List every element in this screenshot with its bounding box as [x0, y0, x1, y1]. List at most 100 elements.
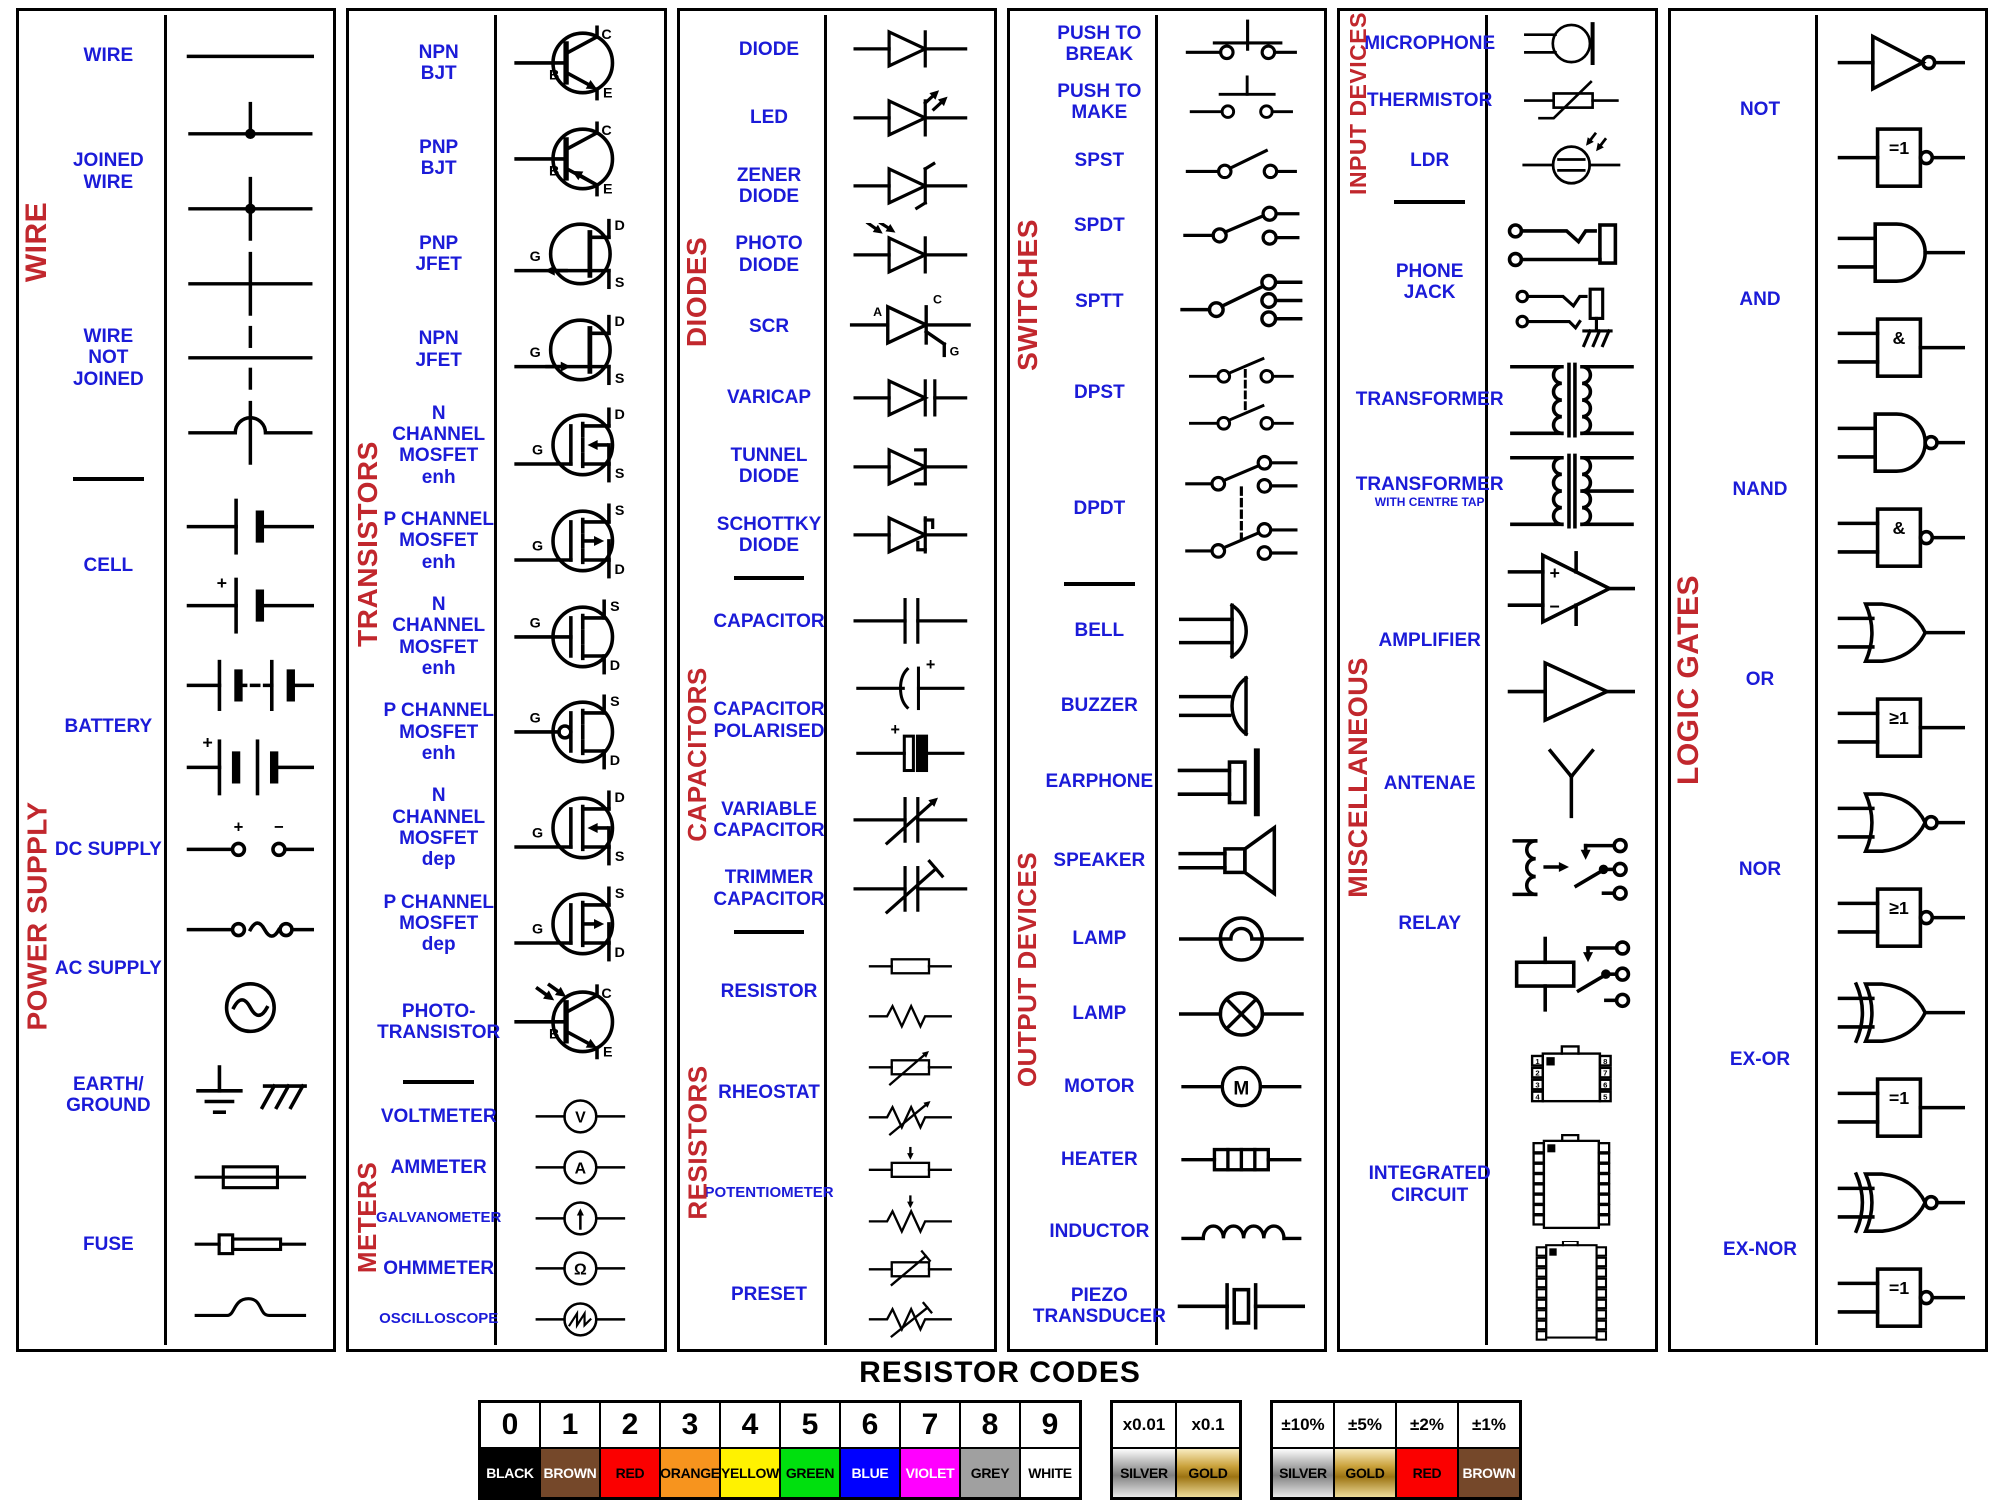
symbol-row-n-channel-mosfet-enh: N CHANNEL MOSFET enh G D S — [349, 397, 664, 494]
symbol-name: VARICAP — [726, 387, 812, 409]
symbol-panel-6: LOGIC GATES NOT =1 AND & NAND & OR ≥1 NOR ≥1 EX-OR =… — [1667, 8, 1988, 1352]
divider-line — [733, 576, 805, 581]
symbol-slots — [1488, 15, 1655, 72]
thermistor-icon — [1524, 80, 1619, 120]
symbol-slot: S D G — [497, 684, 664, 780]
symbol-name-cell: P CHANNEL MOSFET enh — [349, 684, 498, 781]
symbol-name-cell: NPN BJT — [349, 15, 498, 111]
symbol-slot — [1158, 1123, 1325, 1195]
svg-text:C: C — [933, 293, 942, 307]
symbol-slot: G D S — [497, 206, 664, 302]
symbol-slot — [827, 1143, 994, 1194]
symbol-row-led: LED — [680, 83, 994, 152]
symbol-row-bell: BELL — [1010, 593, 1324, 669]
symbol-name-cell: VARIABLE CAPACITOR — [680, 785, 828, 855]
symbol-row-ohmmeter: OHMMETER Ω — [349, 1243, 663, 1295]
oscilloscope-icon — [535, 1302, 626, 1337]
tolerance-table: ±10% ±5% ±2% ±1% SILVER GOLD RED BROWN — [1270, 1400, 1522, 1500]
symbol-row-schottky-diode: SCHOTTKY DIODE — [680, 500, 994, 570]
symbol-row-lamp: LAMP — [1010, 901, 1325, 977]
symbol-row-wire-not-joined: WIRE NOT JOINED — [19, 246, 333, 470]
capacitor-polarised-curved-icon: + — [856, 658, 965, 710]
symbol-slot — [1818, 585, 1985, 680]
symbol-row-earphone: EARPHONE — [1010, 743, 1324, 821]
capacitor-icon — [853, 598, 968, 645]
symbol-name-cell: EARPHONE — [1010, 743, 1158, 821]
digit-cell: 6 — [841, 1403, 899, 1447]
and-gate-icon — [1838, 222, 1966, 283]
exnor-gate-icon — [1838, 1171, 1966, 1234]
symbol-name-cell: HEATER — [1010, 1123, 1158, 1196]
symbol-name-cell: NOT — [1671, 15, 1819, 205]
symbol-name-cell: OR — [1671, 585, 1819, 775]
symbol-slots — [827, 854, 994, 922]
symbol-name: N CHANNEL MOSFET dep — [392, 785, 486, 871]
symbol-name: DPST — [1074, 381, 1125, 403]
symbol-name: EARPHONE — [1045, 771, 1154, 793]
bell-icon — [1178, 602, 1248, 659]
symbol-slot — [1818, 1155, 1985, 1250]
symbol-slots: =1 — [1818, 965, 1985, 1155]
symbol-row-transformer: TRANSFORMER — [1340, 353, 1655, 446]
symbol-slot: + — [167, 726, 334, 808]
symbol-row-earth-ground: EARTH/ GROUND — [19, 1046, 333, 1144]
svg-text:D: D — [614, 945, 624, 961]
divider-symbol-cell — [827, 923, 994, 941]
symbol-row-integrated-circuit: INTEGRATED CIRCUIT 1 2 3 4 8 7 6 5 — [1340, 1024, 1654, 1346]
svg-text:E: E — [603, 1045, 613, 1061]
symbol-slot — [167, 644, 334, 726]
symbol-slots: G D S — [497, 398, 664, 494]
color-cell-yellow: YELLOW — [721, 1449, 779, 1497]
color-cell-grey: GREY — [961, 1449, 1019, 1497]
symbol-name: WIRE — [83, 45, 134, 67]
symbol-name-cell: INTEGRATED CIRCUIT — [1340, 1024, 1491, 1346]
svg-text:+: + — [1549, 563, 1559, 583]
symbol-slot — [1818, 965, 1985, 1060]
color-cell-orange: ORANGE — [660, 1449, 720, 1497]
section-resistors: RESISTORS RESISTOR RHEOSTAT POTENTIOMETER PR… — [680, 940, 994, 1346]
symbol-slots — [827, 501, 994, 569]
symbol-slot — [167, 488, 334, 566]
cell-polarity-icon: + — [186, 573, 314, 634]
color-cell-white: WHITE — [1021, 1449, 1079, 1497]
symbol-name: NAND — [1732, 479, 1788, 501]
svg-text:2: 2 — [1535, 1069, 1539, 1078]
symbol-slot — [1488, 824, 1655, 924]
symbol-name: AND — [1739, 289, 1781, 311]
symbol-row-photo-diode: PHOTO DIODE — [680, 220, 994, 289]
symbol-slots — [1158, 901, 1325, 976]
symbol-slot: G D S — [497, 398, 664, 494]
not-gate-icon — [1838, 33, 1966, 92]
symbol-slots — [827, 587, 994, 655]
divider-line-cell — [1010, 575, 1158, 594]
symbol-slot — [1158, 262, 1325, 342]
symbol-slot: M — [1158, 1051, 1325, 1123]
color-cell-red: RED — [601, 1449, 659, 1497]
symbol-name-cell: PHONE JACK — [1340, 210, 1489, 354]
svg-text:M: M — [1233, 1079, 1249, 1100]
symbol-slot: G D S — [497, 302, 664, 398]
symbol-name-cell: SPTT — [1010, 261, 1158, 343]
symbol-name: TRANSFORMER — [1355, 473, 1504, 495]
symbol-name: SPST — [1074, 149, 1125, 171]
svg-text:G: G — [950, 345, 960, 359]
symbol-name-cell: VARICAP — [680, 363, 828, 433]
symbol-name: PNP JFET — [415, 232, 462, 276]
svg-text:=1: =1 — [1889, 1278, 1909, 1298]
symbol-name-cell: PIEZO TRANSDUCER — [1010, 1267, 1166, 1346]
symbol-name: NOT — [1739, 99, 1781, 121]
symbol-slots — [167, 890, 334, 1047]
symbol-name: INTEGRATED CIRCUIT — [1368, 1163, 1491, 1206]
svg-text:≥1: ≥1 — [1889, 708, 1909, 728]
svg-text:B: B — [549, 1027, 559, 1043]
symbol-name-cell: NAND — [1671, 395, 1819, 585]
category-label-resistors: RESISTORS — [680, 941, 716, 1345]
schottky-diode-icon — [853, 515, 968, 555]
dc-supply-icon: + − — [186, 818, 314, 858]
svg-text:=1: =1 — [1889, 138, 1909, 158]
symbol-slots — [1488, 354, 1655, 446]
tolerance-cell: ±5% — [1335, 1403, 1395, 1447]
symbol-slot — [1488, 743, 1655, 823]
symbol-name: TRIMMER CAPACITOR — [713, 867, 825, 910]
divider-symbol-cell — [827, 569, 994, 587]
